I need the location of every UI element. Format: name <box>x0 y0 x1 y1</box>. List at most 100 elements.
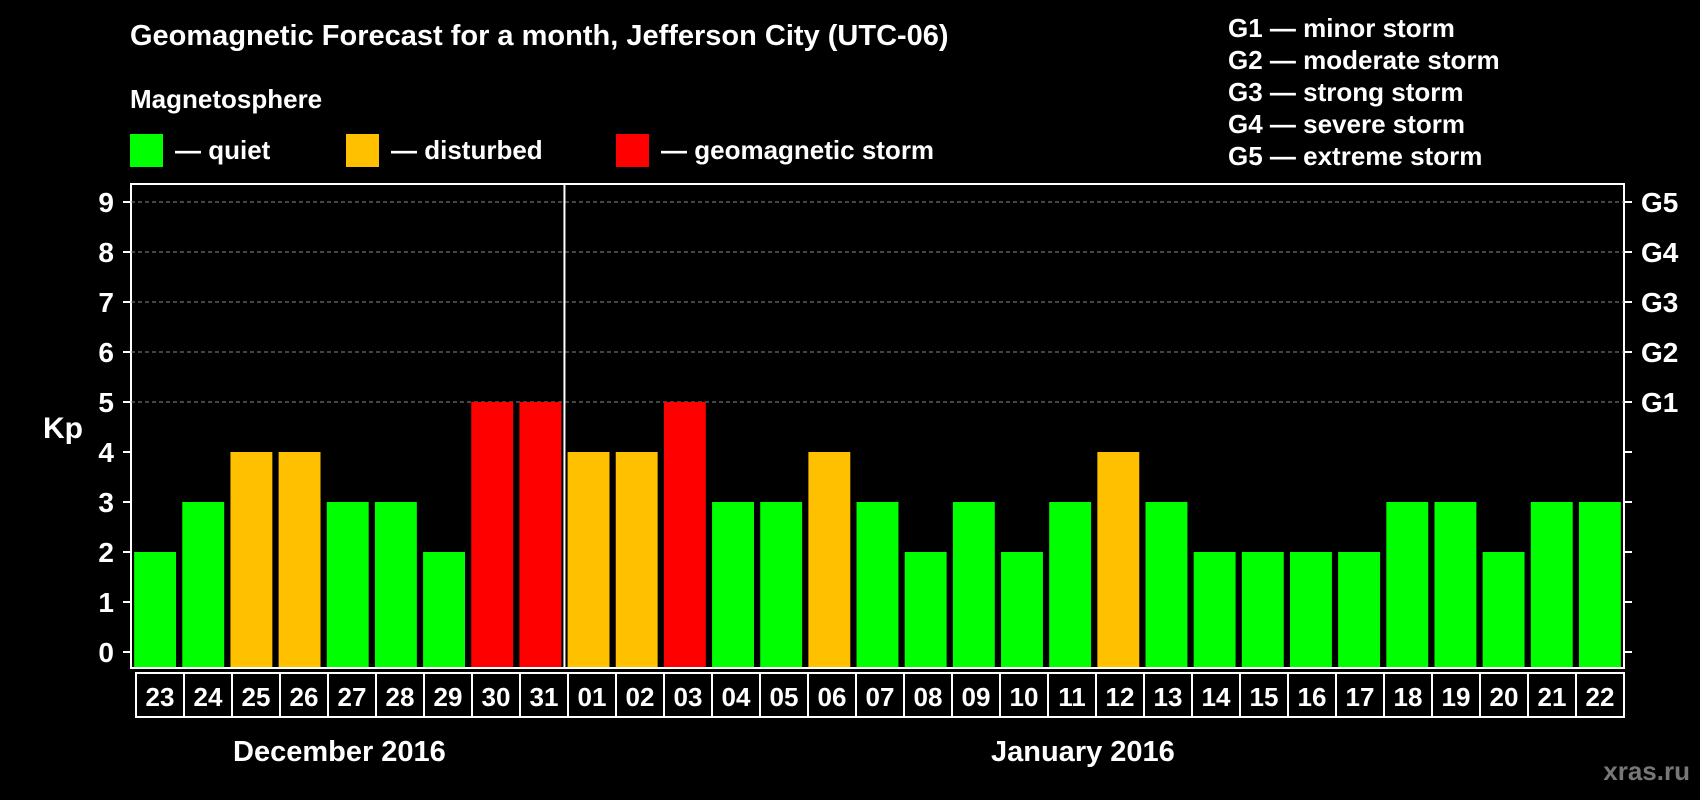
x-tick-label-10: 10 <box>1010 682 1039 712</box>
g-level-label-g3: G3 <box>1641 287 1678 318</box>
bar-25 <box>230 452 273 667</box>
x-tick-label-29: 29 <box>434 682 463 712</box>
bar-20 <box>1482 552 1525 667</box>
y-tick-label-3: 3 <box>98 487 114 518</box>
legend-heading: Magnetosphere <box>130 84 323 114</box>
g-legend-g2: G2 — moderate storm <box>1228 45 1500 75</box>
bar-18 <box>1386 502 1429 667</box>
g-level-label-g2: G2 <box>1641 337 1678 368</box>
x-tick-label-23: 23 <box>146 682 175 712</box>
x-tick-label-28: 28 <box>386 682 415 712</box>
x-tick-label-26: 26 <box>290 682 319 712</box>
g-legend-g3: G3 — strong storm <box>1228 77 1464 107</box>
bar-12 <box>1097 452 1140 667</box>
x-tick-label-22: 22 <box>1586 682 1615 712</box>
g-legend-g1: G1 — minor storm <box>1228 13 1455 43</box>
bar-05 <box>760 502 803 667</box>
g-level-label-g5: G5 <box>1641 187 1678 218</box>
y-tick-label-4: 4 <box>98 437 114 468</box>
y-tick-label-6: 6 <box>98 337 114 368</box>
bar-02 <box>615 452 658 667</box>
x-tick-label-21: 21 <box>1538 682 1567 712</box>
x-tick-label-01: 01 <box>578 682 607 712</box>
legend-label-quiet: — quiet <box>175 134 271 165</box>
x-tick-label-08: 08 <box>914 682 943 712</box>
y-tick-label-1: 1 <box>98 587 114 618</box>
y-tick-label-7: 7 <box>98 287 114 318</box>
x-tick-label-03: 03 <box>674 682 703 712</box>
bar-13 <box>1145 502 1188 667</box>
watermark: xras.ru <box>1603 756 1690 786</box>
legend-item-storm: — geomagnetic storm <box>616 133 934 167</box>
bar-16 <box>1290 552 1332 667</box>
month-label-december: December 2016 <box>233 736 446 768</box>
x-tick-label-13: 13 <box>1154 682 1183 712</box>
bar-22 <box>1578 502 1621 667</box>
bar-30 <box>471 402 514 667</box>
x-tick-label-15: 15 <box>1250 682 1279 712</box>
x-tick-label-20: 20 <box>1490 682 1519 712</box>
bar-31 <box>519 402 562 667</box>
x-tick-label-09: 09 <box>962 682 991 712</box>
bar-01 <box>567 452 610 667</box>
x-tick-label-11: 11 <box>1058 682 1086 712</box>
x-tick-label-04: 04 <box>722 682 751 712</box>
x-tick-label-06: 06 <box>818 682 847 712</box>
legend-swatch-disturbed <box>346 133 379 167</box>
bar-04 <box>712 502 754 667</box>
plot-frame <box>130 183 1625 669</box>
y-tick-label-5: 5 <box>98 387 114 418</box>
y-tick-label-8: 8 <box>98 237 114 268</box>
x-tick-label-16: 16 <box>1298 682 1327 712</box>
x-tick-label-17: 17 <box>1346 682 1375 712</box>
bar-29 <box>423 552 465 667</box>
bar-08 <box>904 552 947 667</box>
g-level-label-g4: G4 <box>1641 237 1679 268</box>
bar-14 <box>1193 552 1236 667</box>
g-scale-legend: G1 — minor storm G2 — moderate storm G3 … <box>1228 12 1500 172</box>
legend-label-disturbed: — disturbed <box>391 134 543 165</box>
x-tick-label-31: 31 <box>530 682 559 712</box>
chart-title: Geomagnetic Forecast for a month, Jeffer… <box>130 20 949 52</box>
bar-17 <box>1338 552 1381 667</box>
legend-swatch-quiet <box>130 133 163 167</box>
date-axis-frame <box>135 672 1625 718</box>
bar-28 <box>374 502 417 667</box>
x-tick-label-07: 07 <box>866 682 895 712</box>
bar-24 <box>182 502 225 667</box>
y-tick-label-9: 9 <box>98 187 114 218</box>
bar-11 <box>1049 502 1092 667</box>
x-tick-label-25: 25 <box>242 682 271 712</box>
bar-03 <box>663 402 706 667</box>
month-label-january: January 2016 <box>991 736 1175 768</box>
legend-item-disturbed: — disturbed <box>346 133 543 167</box>
bar-19 <box>1434 502 1477 667</box>
y-axis-label: Kp <box>43 412 83 445</box>
bar-06 <box>808 452 851 667</box>
bar-15 <box>1241 552 1284 667</box>
x-tick-label-30: 30 <box>482 682 511 712</box>
legend-swatch-storm <box>616 133 649 167</box>
x-tick-label-24: 24 <box>194 682 223 712</box>
g-level-label-g1: G1 <box>1641 387 1678 418</box>
bar-26 <box>278 452 321 667</box>
x-tick-label-05: 05 <box>770 682 799 712</box>
bar-07 <box>856 502 899 667</box>
x-tick-label-14: 14 <box>1202 682 1231 712</box>
legend-label-storm: — geomagnetic storm <box>661 134 935 165</box>
bar-21 <box>1530 502 1573 667</box>
bar-10 <box>1001 552 1043 667</box>
x-tick-label-27: 27 <box>338 682 367 712</box>
x-tick-label-18: 18 <box>1394 682 1423 712</box>
x-tick-label-12: 12 <box>1106 682 1135 712</box>
g-legend-g4: G4 — severe storm <box>1228 109 1466 139</box>
legend-item-quiet: — quiet <box>130 133 270 167</box>
bar-27 <box>326 502 369 667</box>
y-tick-label-0: 0 <box>98 637 114 668</box>
bar-23 <box>134 552 177 667</box>
bar-09 <box>952 502 995 667</box>
x-tick-label-19: 19 <box>1442 682 1471 712</box>
y-tick-label-2: 2 <box>98 537 114 568</box>
x-tick-label-02: 02 <box>626 682 655 712</box>
